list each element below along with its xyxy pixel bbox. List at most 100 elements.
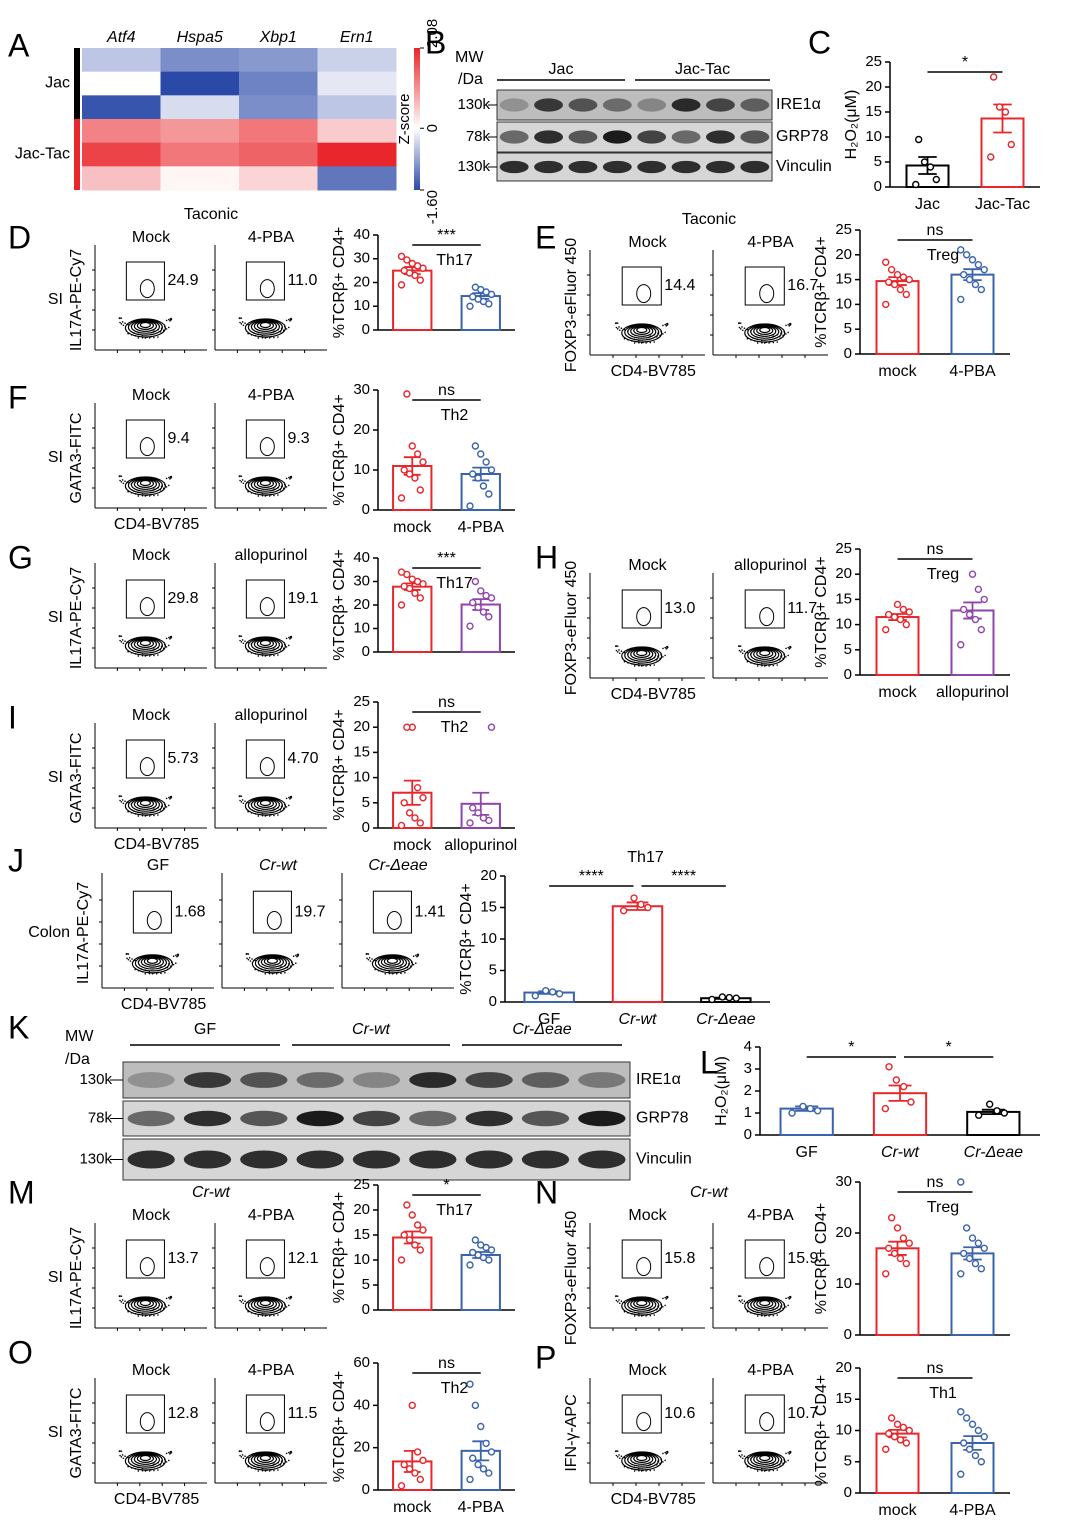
x-tick-label: mock — [393, 1499, 432, 1516]
gene-label: Ern1 — [340, 29, 374, 46]
panel-letter: K — [8, 1009, 29, 1045]
gate — [744, 1239, 785, 1279]
event-dot — [285, 486, 288, 488]
contour — [253, 1453, 277, 1465]
event-dot — [153, 648, 155, 650]
event-dot — [165, 328, 168, 330]
group-bar — [74, 119, 80, 190]
event-dot — [240, 1456, 243, 1458]
data-point — [471, 1236, 480, 1244]
gate-value: 12.8 — [167, 1405, 198, 1422]
blot-band — [671, 160, 701, 174]
event-dot — [738, 1295, 741, 1297]
event-dot — [266, 1469, 268, 1472]
data-point — [400, 799, 408, 807]
event-dot — [137, 655, 140, 657]
event-dot — [266, 336, 268, 339]
data-point — [466, 502, 474, 510]
marker-label: 130k — [79, 1150, 112, 1167]
event-dot — [660, 1303, 662, 1306]
event-dot — [646, 340, 649, 343]
event-dot — [746, 660, 749, 663]
contour — [247, 1297, 283, 1314]
contour — [636, 1299, 648, 1307]
data-point — [411, 1241, 419, 1249]
data-point — [977, 285, 986, 294]
x-tick-label: GF — [538, 1011, 560, 1028]
group-label: Cr-Δeae — [512, 1021, 571, 1038]
event-dot — [273, 336, 275, 339]
event-dot — [752, 1310, 755, 1312]
event-dot — [633, 338, 636, 341]
event-dot — [153, 488, 155, 490]
x-tick-label: 4-PBA — [458, 519, 505, 536]
event-dot — [406, 966, 409, 969]
event-dot — [788, 1298, 791, 1300]
event-dot — [664, 1296, 666, 1299]
event-dot — [239, 1299, 241, 1302]
event-dot — [250, 803, 253, 805]
event-dot — [756, 1315, 759, 1317]
x-tick-label: allopurinol — [444, 837, 517, 854]
event-dot — [246, 953, 248, 955]
event-dot — [270, 813, 272, 816]
event-dot — [615, 1454, 618, 1457]
band-label: IRE1α — [636, 1071, 681, 1088]
event-dot — [637, 339, 640, 342]
event-dot — [127, 332, 129, 335]
event-dot — [741, 1454, 743, 1456]
event-dot — [254, 653, 257, 655]
condition-label: allopurinol — [734, 557, 807, 574]
data-point — [920, 158, 929, 166]
data-point — [468, 804, 477, 812]
event-dot — [616, 322, 619, 324]
data-point — [957, 295, 965, 304]
event-dot — [144, 972, 147, 975]
y-tick-label: 0 — [844, 1484, 852, 1501]
flow-ylabel: GATA3-FITC — [68, 1388, 85, 1479]
event-dot — [787, 1459, 789, 1462]
event-dot — [261, 814, 264, 817]
event-dot — [257, 333, 259, 336]
event-dot — [141, 334, 144, 337]
heat-cell — [239, 48, 318, 73]
gate — [245, 419, 285, 459]
event-dot — [250, 652, 253, 654]
data-point — [468, 598, 477, 607]
data-point — [482, 458, 490, 466]
event-dot — [369, 960, 372, 962]
event-dot — [290, 475, 292, 478]
band-label: Vinculin — [636, 1151, 692, 1168]
event-dot — [393, 972, 395, 974]
event-dot — [367, 958, 370, 961]
group-label: Jac — [549, 61, 574, 78]
event-dot — [750, 330, 752, 332]
marker-label: 130k — [457, 158, 490, 175]
event-dot — [752, 1465, 755, 1467]
event-dot — [119, 475, 121, 477]
event-dot — [739, 1295, 742, 1297]
event-dot — [257, 1315, 260, 1317]
event-dot — [165, 1452, 168, 1455]
event-dot — [277, 1469, 279, 1471]
data-point — [416, 1246, 425, 1254]
data-point — [882, 300, 890, 309]
event-dot — [250, 334, 253, 336]
event-dot — [741, 649, 743, 651]
flow-ylabel: IL17A-PE-Cy7 — [68, 567, 85, 669]
event-dot — [620, 650, 623, 653]
contour — [244, 1451, 286, 1471]
data-point — [466, 622, 474, 630]
blot-band — [671, 98, 701, 112]
event-dot — [119, 1450, 121, 1452]
event-dot — [133, 332, 135, 334]
event-dot — [756, 1470, 759, 1472]
event-dot — [168, 796, 170, 799]
x-tick-label: 4-PBA — [949, 1502, 996, 1519]
significance-label: * — [848, 1039, 854, 1056]
event-dot — [279, 808, 282, 811]
event-dot — [241, 1454, 244, 1456]
blot-band — [706, 98, 735, 112]
event-dot — [665, 648, 668, 650]
